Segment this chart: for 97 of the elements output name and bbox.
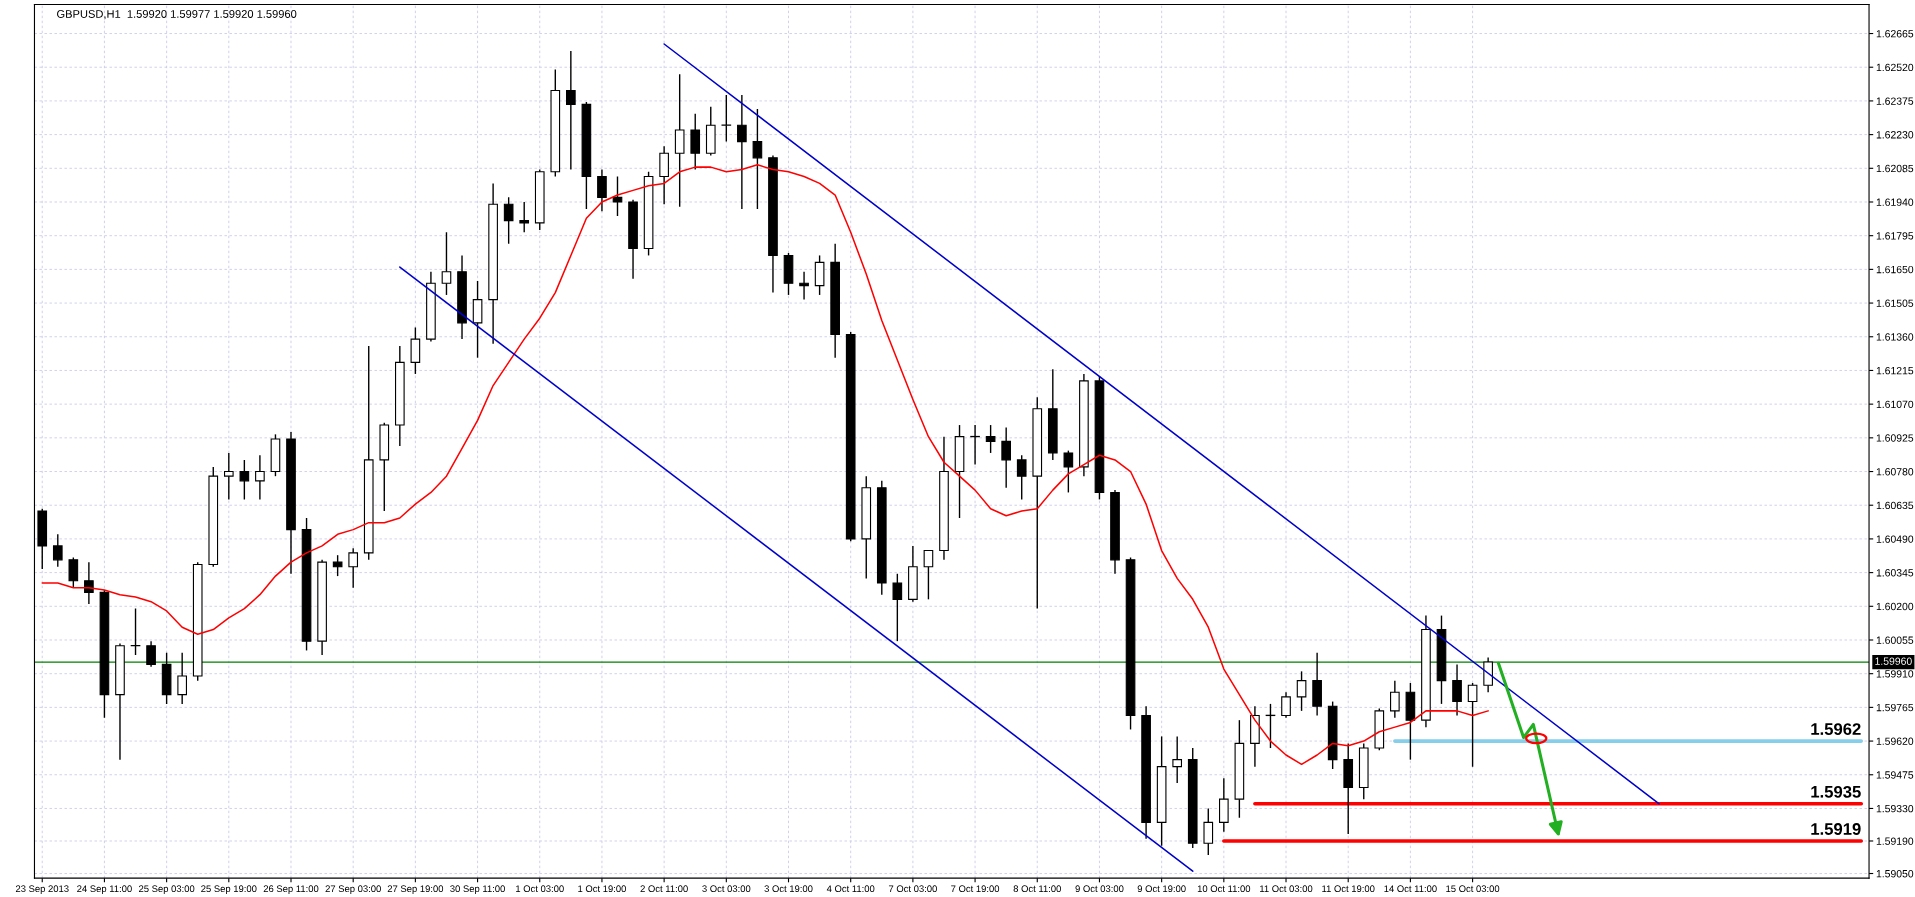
candlestick <box>1016 454 1027 501</box>
candlestick <box>1063 449 1074 494</box>
candlestick <box>503 196 514 245</box>
candlestick <box>68 556 79 589</box>
candlestick <box>752 108 763 210</box>
x-tick-label: 7 Oct 03:00 <box>888 885 937 893</box>
candlestick <box>597 168 607 212</box>
x-tick-label: 24 Sep 11:00 <box>77 885 132 894</box>
x-tick-label: 27 Sep 19:00 <box>387 885 444 894</box>
candlestick <box>737 94 747 210</box>
candlestick <box>1390 679 1400 719</box>
x-tick-label: 7 Oct 19:00 <box>951 885 1000 893</box>
x-tick-label: 27 Sep 03:00 <box>325 885 381 894</box>
x-tick-label: 3 Oct 03:00 <box>702 885 751 893</box>
y-tick-label: 1.60490 <box>1876 535 1914 543</box>
y-tick-label: 1.60200 <box>1876 602 1914 611</box>
x-tick-label: 2 Oct 11:00 <box>640 885 688 893</box>
x-tick-label: 25 Sep 19:00 <box>201 885 257 894</box>
candlestick <box>1467 682 1478 768</box>
candlestick <box>410 326 421 375</box>
y-tick-label: 1.60055 <box>1876 636 1914 644</box>
ref-line-label: 1.59960 <box>1875 657 1912 665</box>
candlestick <box>892 573 903 642</box>
y-tick-label: 1.61215 <box>1876 366 1914 375</box>
candlestick <box>923 549 934 601</box>
x-tick-label: 3 Oct 19:00 <box>764 885 813 893</box>
series-label: 1.5919 <box>1811 823 1861 835</box>
candlestick <box>1001 426 1012 489</box>
candlestick <box>441 231 452 296</box>
candlestick <box>1281 691 1291 719</box>
candlestick <box>1483 656 1493 693</box>
candlestick <box>223 452 234 501</box>
y-tick-label: 1.62085 <box>1876 164 1914 173</box>
x-tick-label: 1 Oct 03:00 <box>516 885 564 893</box>
candlestick <box>1172 735 1183 784</box>
x-tick-label: 15 Oct 03:00 <box>1446 885 1500 893</box>
chart-title: GBPUSD,H1 1.59920 1.59977 1.59920 1.59960 <box>57 10 297 20</box>
candlestick <box>332 554 343 577</box>
candlestick <box>659 145 669 206</box>
x-tick-label: 9 Oct 19:00 <box>1137 885 1186 893</box>
candlestick <box>1203 807 1214 856</box>
candlestick <box>814 254 825 296</box>
candlestick <box>177 652 187 705</box>
candlestick <box>1219 777 1229 833</box>
x-tick-label: 8 Oct 11:00 <box>1013 885 1061 893</box>
y-tick-label: 1.62520 <box>1876 63 1914 72</box>
candlestick <box>612 175 623 217</box>
series-label: 1.5935 <box>1811 785 1861 798</box>
candlestick <box>472 280 483 359</box>
candlestick <box>348 547 359 589</box>
candlestick <box>690 112 701 171</box>
y-tick-label: 1.59620 <box>1876 737 1914 745</box>
y-tick-label: 1.62375 <box>1876 97 1914 105</box>
y-tick-label: 1.59910 <box>1876 670 1914 678</box>
y-tick-label: 1.61505 <box>1876 299 1914 307</box>
x-tick-label: 30 Sep 11:00 <box>450 885 505 894</box>
candlestick <box>84 561 94 605</box>
x-tick-label: 25 Sep 03:00 <box>139 885 195 894</box>
y-tick-label: 1.60780 <box>1876 468 1914 476</box>
x-tick-label: 9 Oct 03:00 <box>1075 885 1124 893</box>
candlestick <box>255 454 265 501</box>
x-tick-label: 26 Sep 11:00 <box>263 885 319 894</box>
y-tick-label: 1.62665 <box>1876 30 1914 38</box>
candlestick <box>985 424 996 454</box>
y-tick-label: 1.60345 <box>1876 569 1914 577</box>
series-label: 1.5962 <box>1811 723 1861 735</box>
x-tick-label: 11 Oct 19:00 <box>1322 885 1375 893</box>
y-tick-label: 1.61940 <box>1876 198 1914 206</box>
candlestick <box>239 459 250 501</box>
x-tick-label: 4 Oct 11:00 <box>826 885 875 893</box>
y-tick-label: 1.59190 <box>1876 837 1914 845</box>
y-tick-label: 1.61070 <box>1876 400 1914 409</box>
y-tick-label: 1.60635 <box>1876 501 1914 510</box>
x-tick-label: 23 Sep 2013 <box>15 885 69 894</box>
candlestick <box>519 201 530 233</box>
candlestick <box>1296 670 1307 712</box>
candlestick <box>674 73 685 208</box>
x-tick-label: 11 Oct 03:00 <box>1260 885 1313 893</box>
y-tick-label: 1.62230 <box>1876 131 1914 139</box>
y-tick-label: 1.59765 <box>1876 703 1914 712</box>
line-series <box>41 164 1489 766</box>
candlestick <box>146 640 156 668</box>
x-tick-label: 10 Oct 11:00 <box>1197 885 1251 893</box>
y-tick-label: 1.59475 <box>1876 771 1914 779</box>
y-tick-label: 1.59050 <box>1876 870 1914 878</box>
y-tick-label: 1.61795 <box>1876 232 1914 240</box>
candlestick <box>721 94 732 143</box>
y-tick-label: 1.61360 <box>1876 333 1914 341</box>
y-tick-label: 1.60925 <box>1876 434 1914 442</box>
x-tick-label: 1 Oct 19:00 <box>578 885 626 893</box>
candlestick <box>566 50 576 171</box>
y-tick-label: 1.59330 <box>1876 804 1914 813</box>
candlestick <box>52 533 63 568</box>
y-tick-label: 1.61650 <box>1876 265 1914 274</box>
candlestick <box>1452 663 1462 717</box>
candlestick <box>799 271 809 301</box>
x-tick-label: 14 Oct 11:00 <box>1384 885 1437 893</box>
